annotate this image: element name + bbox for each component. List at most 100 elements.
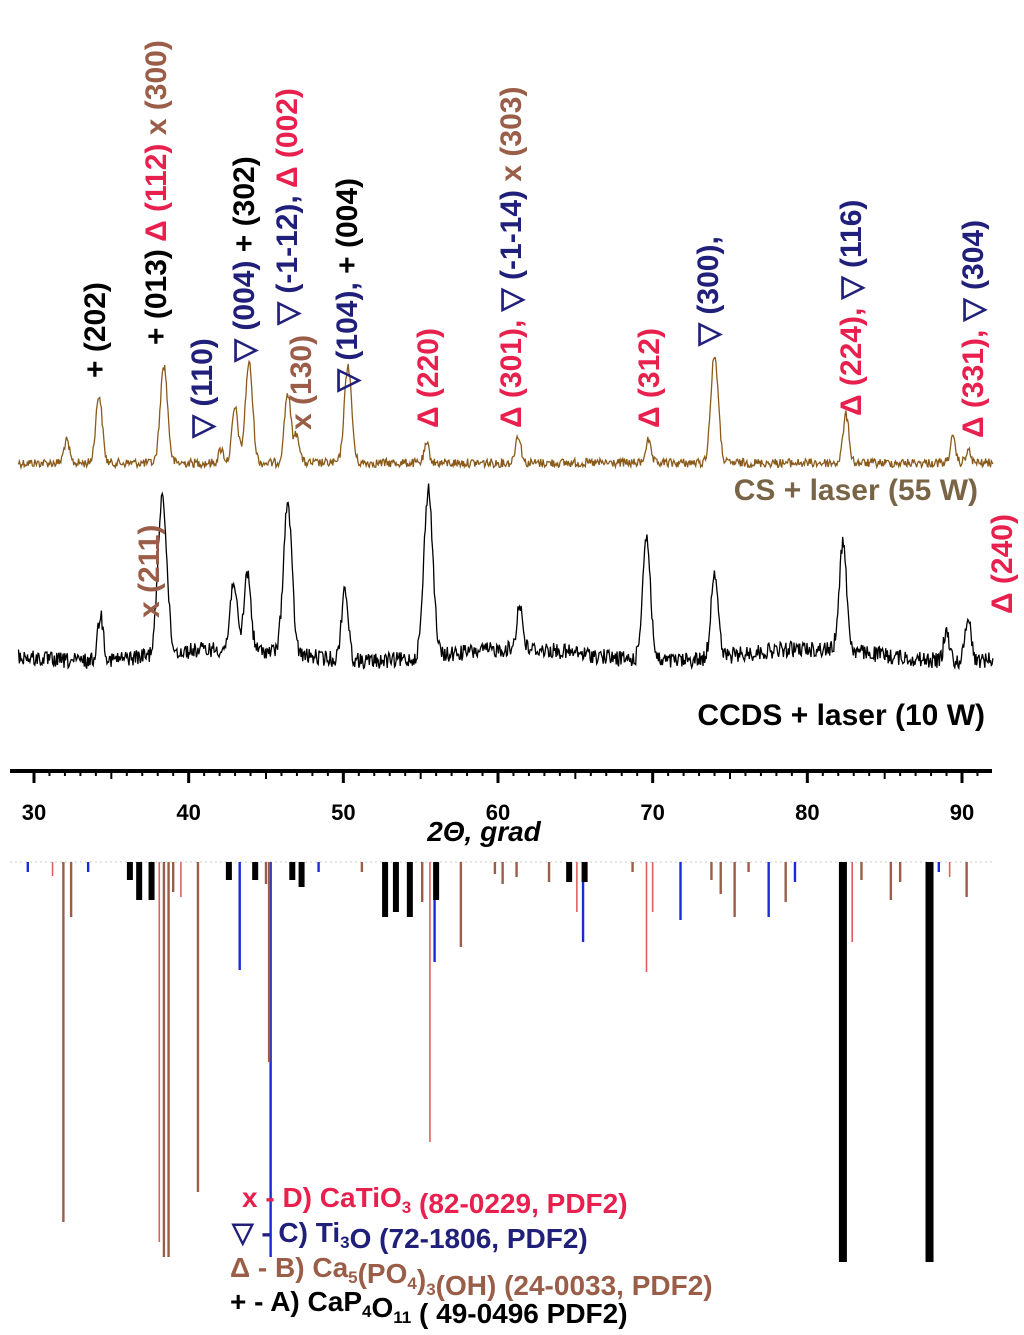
legend-item: x - D) CaTiO3 (82-0229, PDF2) [242, 1182, 628, 1219]
peak-label-hkl: (312) [633, 328, 666, 398]
legend-text: CaP [308, 1286, 362, 1317]
legend-symbol: ▽ [231, 1217, 255, 1248]
peak-label-symbol: + [140, 319, 173, 345]
legend-text: CaTiO [320, 1182, 402, 1213]
peak-label-hkl: (220) [412, 328, 445, 398]
peak-label: Δ (220) [412, 328, 445, 428]
peak-label: Δ (240) [986, 514, 1019, 614]
peak-label: ▽ (104), + (004) [331, 178, 364, 393]
x-tick-label: 60 [486, 800, 510, 825]
legend-text: ( 49-0496 PDF2) [411, 1298, 627, 1329]
legend-text: (PO [358, 1258, 408, 1289]
peak-label-symbol: Δ [412, 398, 445, 428]
peak-label-hkl: (004) [228, 261, 261, 331]
peak-label: ▽ (110) [186, 338, 219, 439]
legend-text: 4 [362, 1302, 372, 1321]
peak-label-symbol: Δ [633, 398, 666, 428]
legend-text: (82-0229, PDF2) [411, 1188, 627, 1219]
legend-prefix: - C) [254, 1217, 316, 1248]
legend-symbol: x [242, 1182, 258, 1213]
peak-label-symbol: Δ [271, 158, 304, 195]
legend-text: 3 [340, 1233, 349, 1252]
x-axis-label: 2Θ, grad [426, 816, 541, 847]
x-axis: 2Θ, grad 30 40 50 60 70 80 90 [10, 769, 992, 847]
peak-label-symbol: ▽ [186, 407, 219, 439]
pattern-name-cs: CS + laser (55 W) [734, 474, 978, 507]
peak-label-hkl: (-1-12), [271, 195, 304, 293]
trace-ccds [17, 483, 994, 671]
xrd-traces [17, 356, 994, 671]
x-tick-label: 40 [176, 800, 200, 825]
peak-label-hkl: (002) [271, 88, 304, 158]
reference-sticks [10, 861, 992, 1262]
peak-label-symbol: x [495, 157, 528, 190]
legend: x - D) CaTiO3 (82-0229, PDF2)▽ - C) Ti3O… [230, 1182, 713, 1329]
legend-text: 3 [426, 1280, 435, 1299]
peak-label-symbol: ▽ [692, 315, 725, 347]
peak-label: Δ (331), ▽ (304) [957, 220, 990, 438]
peak-label-symbol: ▽ [271, 294, 304, 326]
peak-label: ▽ (300), [692, 236, 725, 347]
legend-text: 5 [348, 1268, 357, 1287]
trace-cs [17, 356, 994, 471]
peak-label: ▽ (-1-12), Δ (002) [271, 88, 304, 326]
legend-text: 3 [402, 1198, 411, 1217]
peak-label-symbol: + [331, 248, 364, 282]
peak-label-hkl: (300) [140, 40, 173, 110]
peak-label: + (013) Δ (112) x (300) [140, 40, 173, 345]
peak-label-hkl: (110) [186, 338, 219, 406]
legend-text: 11 [393, 1308, 411, 1327]
peak-label-hkl: (211) [133, 525, 166, 593]
legend-text: Ti [316, 1217, 340, 1248]
peak-label-symbol: ▽ [495, 280, 528, 320]
peak-label-symbol: Δ [140, 212, 173, 249]
peak-label-hkl: (116) [835, 200, 868, 268]
pattern-name-ccds: CCDS + laser (10 W) [697, 699, 985, 732]
x-tick-label: 70 [640, 800, 664, 825]
legend-prefix: - B) [250, 1252, 312, 1283]
peak-label-symbol: x [133, 593, 166, 618]
legend-text: (OH) (24-0033, PDF2) [436, 1270, 713, 1301]
peak-label-hkl: (004) [331, 178, 364, 248]
peak-label-symbol: ▽ [835, 268, 868, 308]
legend-text: O [371, 1292, 393, 1323]
x-tick-label: 30 [22, 800, 46, 825]
peak-label-hkl: (013) [140, 249, 173, 319]
peak-label-hkl: (202) [79, 282, 112, 352]
legend-text: Ca [312, 1252, 348, 1283]
x-tick-label: 50 [331, 800, 355, 825]
legend-item: + - A) CaP4O11 ( 49-0496 PDF2) [230, 1286, 628, 1329]
legend-text: ) [417, 1264, 426, 1295]
peak-label-symbol: Δ [495, 398, 528, 428]
peak-label: Δ (301), ▽ (-1-14) x (303) [495, 87, 528, 428]
peak-label-hkl: (104), [331, 282, 364, 360]
peak-label-symbol: Δ [986, 584, 1019, 614]
peak-label-hkl: (302) [228, 156, 261, 226]
legend-text: 4 [407, 1274, 417, 1293]
peak-label-symbol: ▽ [331, 361, 364, 393]
peak-label-hkl: (130) [285, 335, 318, 405]
peak-label-hkl: (224), [835, 308, 868, 386]
peak-labels: + (202) + (013) Δ (112) x (300)▽ (110) ▽ (… [79, 40, 1019, 618]
legend-text: O (72-1806, PDF2) [350, 1223, 588, 1254]
peak-label: ▽ (004) + (302) [228, 156, 261, 363]
peak-label-symbol: Δ [835, 386, 868, 416]
peak-label-hkl: (300), [692, 236, 725, 314]
peak-label-hkl: (112) [140, 144, 173, 212]
peak-label-symbol: ▽ [228, 331, 261, 363]
peak-label-hkl: (301), [495, 320, 528, 398]
peak-label-symbol: x [140, 110, 173, 143]
peak-label-hkl: (303) [495, 87, 528, 157]
legend-item: Δ - B) Ca5(PO4)3(OH) (24-0033, PDF2) [230, 1252, 713, 1301]
peak-label: Δ (224), ▽ (116) [835, 200, 868, 416]
peak-label-symbol: + [79, 352, 112, 378]
peak-label-hkl: (304) [957, 220, 990, 290]
legend-item: ▽ - C) Ti3O (72-1806, PDF2) [231, 1217, 588, 1254]
peak-label-symbol: Δ [957, 408, 990, 438]
x-tick-label: 90 [950, 800, 974, 825]
legend-prefix: - D) [258, 1182, 320, 1213]
peak-label-hkl: (-1-14) [495, 190, 528, 280]
peak-label-hkl: (240) [986, 514, 1019, 584]
legend-symbol: + [230, 1286, 246, 1317]
